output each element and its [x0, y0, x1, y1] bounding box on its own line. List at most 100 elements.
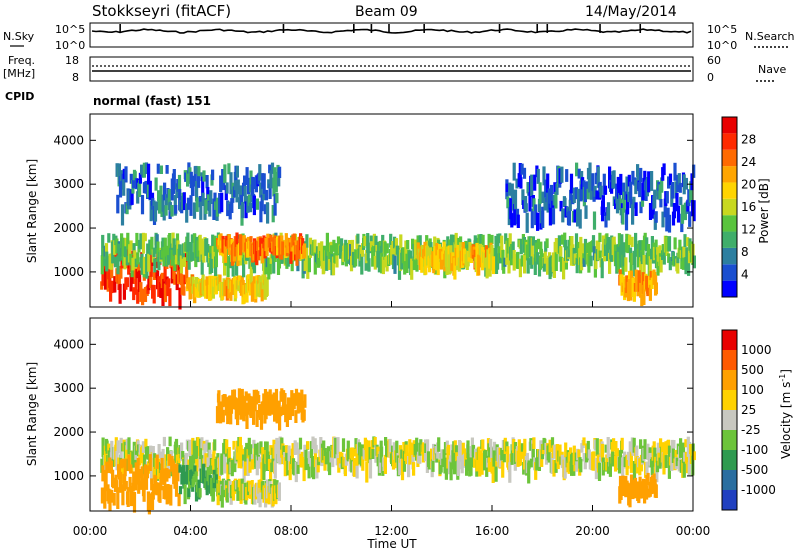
echo-cell — [191, 454, 195, 477]
colorbar-segment — [722, 370, 737, 390]
echo-cell — [192, 202, 197, 219]
echo-cell — [656, 442, 660, 461]
x-tick-label: 12:00 — [374, 524, 409, 538]
echo-cell — [190, 234, 194, 243]
echo-cell — [125, 255, 129, 266]
echo-cell — [107, 233, 111, 243]
echo-cell — [648, 276, 652, 288]
echo-cell — [140, 195, 145, 215]
echo-cell — [620, 234, 624, 252]
echo-cell — [142, 162, 146, 178]
echo-cell — [251, 459, 255, 470]
echo-cell — [667, 460, 671, 479]
echo-cell — [442, 241, 446, 257]
colorbar-tick-label: 4 — [741, 268, 749, 282]
freq-panel: Freq. [MHz] 18 8 60 0 Nave — [3, 54, 786, 84]
echo-cell — [213, 192, 217, 202]
echo-cell — [122, 246, 126, 266]
echo-cell — [194, 484, 199, 502]
echo-cell — [200, 172, 204, 181]
echo-cell — [490, 446, 494, 462]
echo-cell — [248, 274, 252, 296]
echo-cell — [442, 449, 446, 463]
echo-cell — [513, 204, 517, 226]
noise-panel: N.Sky 10^5 10^0 10^5 10^0 N.Search — [3, 22, 795, 52]
echo-cell — [227, 163, 231, 175]
echo-cell — [631, 204, 635, 225]
echo-cell — [687, 243, 692, 264]
echo-cell — [146, 180, 151, 198]
echo-cell — [316, 459, 320, 473]
echo-cell — [150, 236, 154, 254]
echo-cell — [132, 441, 136, 453]
echo-cell — [186, 473, 190, 485]
echo-cell — [160, 457, 164, 480]
echo-cell — [554, 191, 558, 209]
echo-cell — [112, 493, 116, 506]
echo-cell — [446, 236, 450, 247]
echo-cell — [147, 275, 151, 291]
echo-cell — [499, 454, 503, 468]
echo-cell — [272, 177, 276, 197]
echo-cell — [680, 204, 685, 224]
echo-cell — [406, 240, 410, 250]
echo-cell — [640, 285, 644, 307]
echo-cell — [218, 274, 222, 284]
echo-cell — [207, 442, 211, 457]
echo-cell — [299, 393, 303, 413]
echo-cell — [192, 476, 196, 485]
echo-cell — [267, 485, 271, 505]
echo-cell — [441, 458, 445, 467]
echo-cell — [638, 181, 642, 198]
echo-cell — [177, 493, 181, 507]
colorbar-frame — [721, 116, 738, 298]
echo-cell — [219, 175, 223, 193]
echo-cell — [185, 464, 189, 479]
echo-cell — [492, 441, 497, 451]
echo-cell — [594, 172, 599, 185]
echo-cell — [631, 170, 635, 185]
y-tick-label: 3000 — [53, 381, 84, 395]
echo-cell — [552, 256, 556, 278]
echo-cell — [641, 182, 645, 201]
colorbar-segment — [722, 117, 737, 134]
echo-cell — [295, 245, 299, 266]
echo-cell — [294, 461, 298, 483]
echo-cell — [353, 448, 357, 457]
echo-cell — [157, 444, 161, 458]
power-colorbar: 4 8 12 16 20 24 28 Power [dB] — [721, 116, 771, 298]
echo-cell — [208, 252, 212, 263]
echo-cell — [487, 457, 491, 472]
echo-cell — [170, 205, 174, 217]
echo-cell — [259, 201, 263, 223]
echo-cell — [159, 185, 163, 206]
echo-cell — [100, 487, 104, 504]
echo-cell — [609, 252, 613, 262]
echo-cell — [404, 240, 408, 262]
echo-cell — [286, 460, 290, 476]
echo-cell — [185, 261, 189, 283]
echo-cell — [508, 182, 512, 196]
echo-cell — [595, 190, 599, 200]
echo-cell — [672, 440, 676, 449]
echo-cell — [661, 211, 665, 228]
echo-cell — [115, 238, 119, 254]
echo-cell — [166, 255, 171, 265]
y-tick-label: 4000 — [53, 337, 84, 351]
colorbar-tick-label: -1000 — [741, 483, 776, 497]
echo-cell — [340, 238, 344, 251]
echo-cell — [274, 171, 278, 193]
echo-cell — [551, 207, 556, 225]
echo-cell — [267, 451, 271, 463]
echo-cell — [237, 275, 241, 286]
echo-cell — [274, 485, 278, 505]
echo-cell — [572, 445, 576, 465]
echo-cell — [632, 196, 636, 209]
echo-cell — [158, 484, 162, 503]
echo-cell — [286, 397, 291, 418]
echo-cell — [461, 442, 465, 456]
echo-cell — [164, 205, 168, 216]
echo-cell — [383, 241, 387, 260]
echo-cell — [426, 439, 430, 460]
date-label: 14/May/2014 — [585, 4, 677, 20]
